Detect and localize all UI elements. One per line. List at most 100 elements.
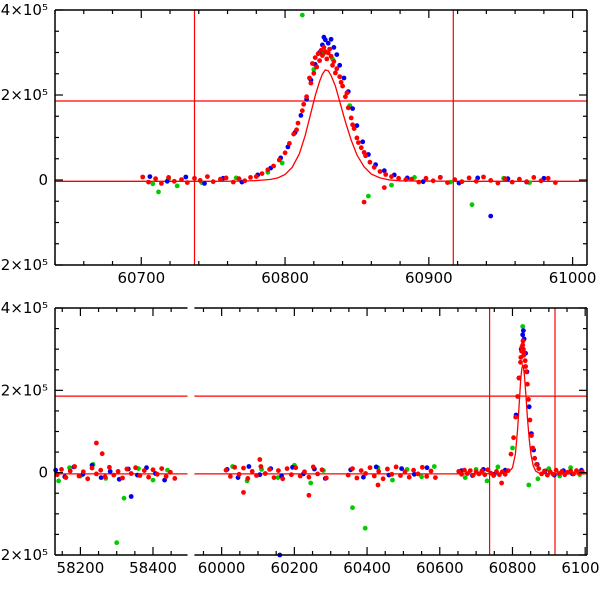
data-point [340,83,345,89]
data-point [354,475,360,481]
data-point [520,332,526,338]
data-point [341,75,347,81]
data-point [159,181,164,186]
data-point [248,175,253,180]
data-point [462,475,468,480]
data-point [325,40,331,46]
data-point [470,472,476,478]
data-point [428,468,434,474]
data-point [482,472,488,478]
data-point [324,56,330,62]
data-point [553,180,558,186]
data-point [304,94,309,100]
data-point [466,175,472,181]
data-point [430,178,436,184]
data-point [137,473,143,478]
data-point [513,414,519,420]
data-point [411,471,417,477]
data-point [424,474,430,479]
data-point [197,178,203,183]
data-point [279,160,285,166]
data-point [393,464,399,470]
data-point [499,480,504,486]
data-point [524,179,529,185]
data-point [363,471,368,476]
data-point [184,180,190,186]
data-point [218,176,223,182]
data-point [542,468,547,474]
data-point [402,469,408,475]
data-point [124,466,130,472]
data-point [502,471,508,477]
data-point [403,177,409,183]
data-point [371,164,377,170]
data-point [399,466,404,471]
data-point [515,394,520,399]
axis-ticks [54,9,587,266]
data-point [484,478,490,484]
data-point [358,468,364,473]
data-point [146,474,152,480]
data-point [89,465,95,471]
data-point [520,324,526,329]
data-point [345,472,351,478]
data-point [485,467,491,473]
data-point [133,465,139,471]
data-point [299,12,305,18]
data-point [183,174,189,180]
data-point [334,66,340,72]
x-tick-label: 60800 [261,269,309,287]
data-point [319,467,325,473]
data-point [416,179,422,185]
data-point [293,465,299,471]
data-point [232,464,238,470]
scatter-points-green [56,324,583,546]
data-point [495,180,501,186]
data-point [398,473,403,478]
model-curve [55,363,587,475]
data-point [298,113,304,118]
data-point [241,490,246,495]
data-point [147,174,153,180]
data-point [390,477,395,483]
top-panel-chart: 60700 60800 60900 61000 -2×10⁵ 0 2×10⁵ 4×10⁵ [0,1,596,287]
data-point [532,455,538,461]
data-point [494,469,499,474]
data-point [295,120,301,126]
data-point [80,469,86,475]
data-point [120,475,125,481]
bottom-panel-chart: 58200 58400 60000 60200 60400 60600 60800 61000… [0,300,600,577]
data-point [307,75,312,81]
data-point [521,328,526,333]
data-point [481,174,486,180]
data-point [406,474,412,480]
y-tick-label: -2×10⁵ [0,546,48,564]
data-point [107,464,112,470]
data-point [318,48,324,53]
data-point [249,469,255,474]
data-point [85,476,91,482]
data-point [534,462,539,467]
scatter-points-red [54,338,585,498]
data-point [223,175,229,181]
data-point [205,174,210,180]
data-point [433,475,438,480]
data-point [168,469,173,475]
data-point [505,468,511,473]
x-tick-label: 60000 [198,559,246,577]
data-point [473,178,479,184]
data-point [377,169,383,174]
data-point [98,467,104,473]
data-point [333,70,338,76]
data-point [299,108,305,114]
data-point [331,45,337,50]
data-point [362,525,368,531]
data-point [114,540,120,546]
data-point [284,466,290,471]
data-point [568,465,573,471]
data-point [350,466,355,471]
data-point [381,168,387,174]
data-point [192,175,197,181]
data-point [523,369,529,375]
x-tick-label: 58400 [129,559,177,577]
